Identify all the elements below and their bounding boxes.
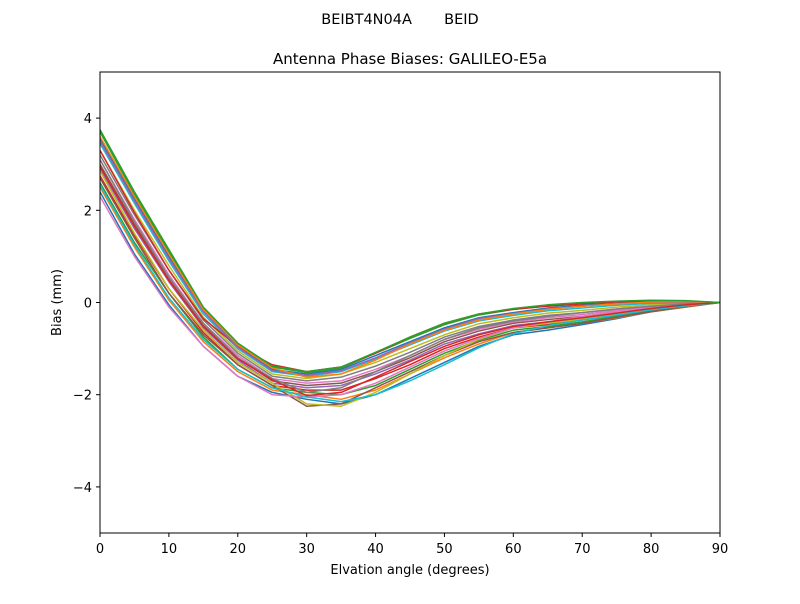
y-axis: −4 −2 0 2 4 [73,112,100,496]
series-line-9 [100,149,720,380]
figure-suptitle: BEIBT4N04A BEID [321,12,478,28]
y-tick-label: 2 [84,204,92,219]
x-tick-label: 80 [643,542,660,557]
series-layer [100,129,720,407]
series-line-10 [100,143,720,378]
x-axis: 0 10 20 30 40 50 60 70 80 90 [96,533,728,557]
x-tick-label: 60 [505,542,522,557]
series-line-21 [100,166,720,397]
x-tick-label: 70 [574,542,591,557]
series-line-18 [100,184,720,403]
x-tick-label: 50 [436,542,453,557]
x-tick-label: 20 [230,542,247,557]
series-line-14 [100,177,720,407]
x-tick-label: 30 [298,542,315,557]
chart-title: Antenna Phase Biases: GALILEO-E5a [273,50,547,68]
series-line-17 [100,159,720,394]
y-tick-label: 4 [84,112,92,127]
series-line-3 [100,182,720,396]
x-axis-label: Elvation angle (degrees) [330,563,489,578]
series-line-22 [100,129,720,373]
y-tick-label: −2 [73,389,92,404]
series-line-16 [100,196,720,398]
x-tick-label: 10 [161,542,178,557]
x-tick-label: 90 [712,542,729,557]
series-line-20 [100,136,720,378]
y-axis-label: Bias (mm) [50,269,65,336]
y-tick-label: 0 [84,297,92,312]
x-tick-label: 40 [367,542,384,557]
y-tick-label: −4 [73,481,92,496]
x-tick-label: 0 [96,542,104,557]
